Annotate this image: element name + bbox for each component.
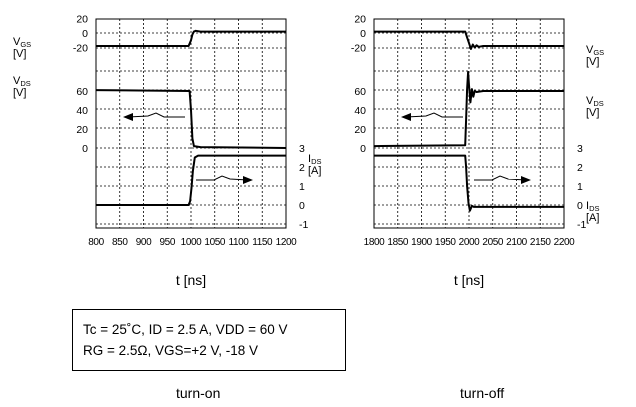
- ids-axis-arrow: [196, 175, 249, 181]
- ids-tick-label: 2: [577, 162, 583, 174]
- x-tick-label: 1800: [364, 237, 385, 248]
- x-tick-label: 1850: [387, 237, 408, 248]
- x-tick-label: 900: [136, 237, 152, 248]
- x-tick-label: 2000: [459, 237, 480, 248]
- vgs-trace: [374, 30, 564, 50]
- vgs-tick-label: 0: [82, 28, 88, 40]
- vgs-tick-label: 20: [354, 14, 366, 26]
- turn-off-chart: 1800 1850 1900 1950 2000 2050 2100 2150 2200200-…: [351, 14, 604, 289]
- ids-arrow-head: [243, 176, 253, 184]
- vds-arrow-head: [123, 113, 133, 121]
- x-tick-label: 1150: [252, 237, 273, 248]
- vds-tick-label: 20: [354, 124, 366, 136]
- turn-on-chart: 800 850 900 950 1000 1050 1100 1150 1200200-2060…: [13, 14, 321, 289]
- vds-axis-arrow: [405, 112, 463, 118]
- vgs-tick-label: -20: [73, 43, 88, 55]
- ids-tick-label: 0: [299, 200, 305, 212]
- ids-unit: [A]: [586, 212, 599, 224]
- vgs-tick-label: 0: [360, 28, 366, 40]
- vds-unit: [V]: [586, 107, 599, 119]
- x-tick-label: 2150: [530, 237, 551, 248]
- vds-label: VDS: [13, 75, 31, 88]
- vgs-unit: [V]: [13, 48, 26, 60]
- ids-tick-label: 2: [299, 162, 305, 174]
- turn-off-caption: turn-off: [460, 385, 505, 401]
- ids-label: IDS: [308, 153, 321, 166]
- ids-tick-label: -1: [577, 219, 586, 231]
- ids-tick-label: 3: [577, 143, 583, 155]
- vgs-tick-label: 20: [76, 14, 88, 26]
- x-tick-label: 1100: [229, 237, 250, 248]
- x-tick-label: 1000: [181, 237, 202, 248]
- vds-tick-label: 20: [76, 124, 88, 136]
- vgs-tick-label: -20: [351, 43, 366, 55]
- conditions-line-1: Tc = 25˚C, ID = 2.5 A, VDD = 60 V: [83, 322, 288, 337]
- ids-axis-arrow: [474, 175, 527, 181]
- plot-frame: [373, 18, 565, 229]
- x-tick-label: 1950: [435, 237, 456, 248]
- x-tick-label: 1200: [276, 237, 297, 248]
- x-tick-label: 950: [160, 237, 176, 248]
- vds-tick-label: 40: [354, 105, 366, 117]
- turn-on-caption: turn-on: [176, 385, 221, 401]
- ids-arrow-head: [521, 176, 531, 184]
- plot-frame: [95, 18, 287, 229]
- vds-tick-label: 0: [360, 143, 366, 155]
- ids-unit: [A]: [308, 165, 321, 177]
- conditions-line-2: RG = 2.5Ω, VGS=+2 V, -18 V: [83, 343, 259, 358]
- x-tick-label: 1900: [411, 237, 432, 248]
- ids-tick-label: 0: [577, 200, 583, 212]
- vds-arrow-head: [401, 113, 411, 121]
- x-tick-label: 1050: [204, 237, 225, 248]
- vgs-unit: [V]: [586, 56, 599, 68]
- vds-tick-label: 40: [76, 105, 88, 117]
- vgs-trace: [96, 29, 286, 47]
- vgs-label: VGS: [13, 36, 31, 49]
- x-tick-label: 2050: [482, 237, 503, 248]
- vds-tick-label: 60: [354, 86, 366, 98]
- vds-label: VDS: [586, 95, 604, 108]
- vds-trace: [95, 89, 287, 149]
- test-conditions-box: Tc = 25˚C, ID = 2.5 A, VDD = 60 V RG = 2…: [72, 309, 346, 371]
- x-tick-label: 2100: [506, 237, 527, 248]
- ids-tick-label: 1: [299, 181, 305, 193]
- ids-label: IDS: [586, 200, 599, 213]
- ids-tick-label: 3: [299, 143, 305, 155]
- ids-tick-label: 1: [577, 181, 583, 193]
- vds-tick-label: 60: [76, 86, 88, 98]
- vds-axis-arrow: [127, 112, 185, 118]
- vds-tick-label: 0: [82, 143, 88, 155]
- x-tick-label: 850: [112, 237, 128, 248]
- ids-trace: [96, 154, 286, 206]
- x-axis-title: t [ns]: [176, 272, 206, 288]
- vds-unit: [V]: [13, 87, 26, 99]
- ids-tick-label: -1: [299, 219, 308, 231]
- vds-trace: [373, 71, 564, 148]
- x-tick-label: 800: [88, 237, 104, 248]
- x-tick-label: 2200: [554, 237, 575, 248]
- vgs-label: VGS: [586, 44, 604, 57]
- x-axis-title: t [ns]: [454, 272, 484, 288]
- ids-trace: [374, 154, 564, 212]
